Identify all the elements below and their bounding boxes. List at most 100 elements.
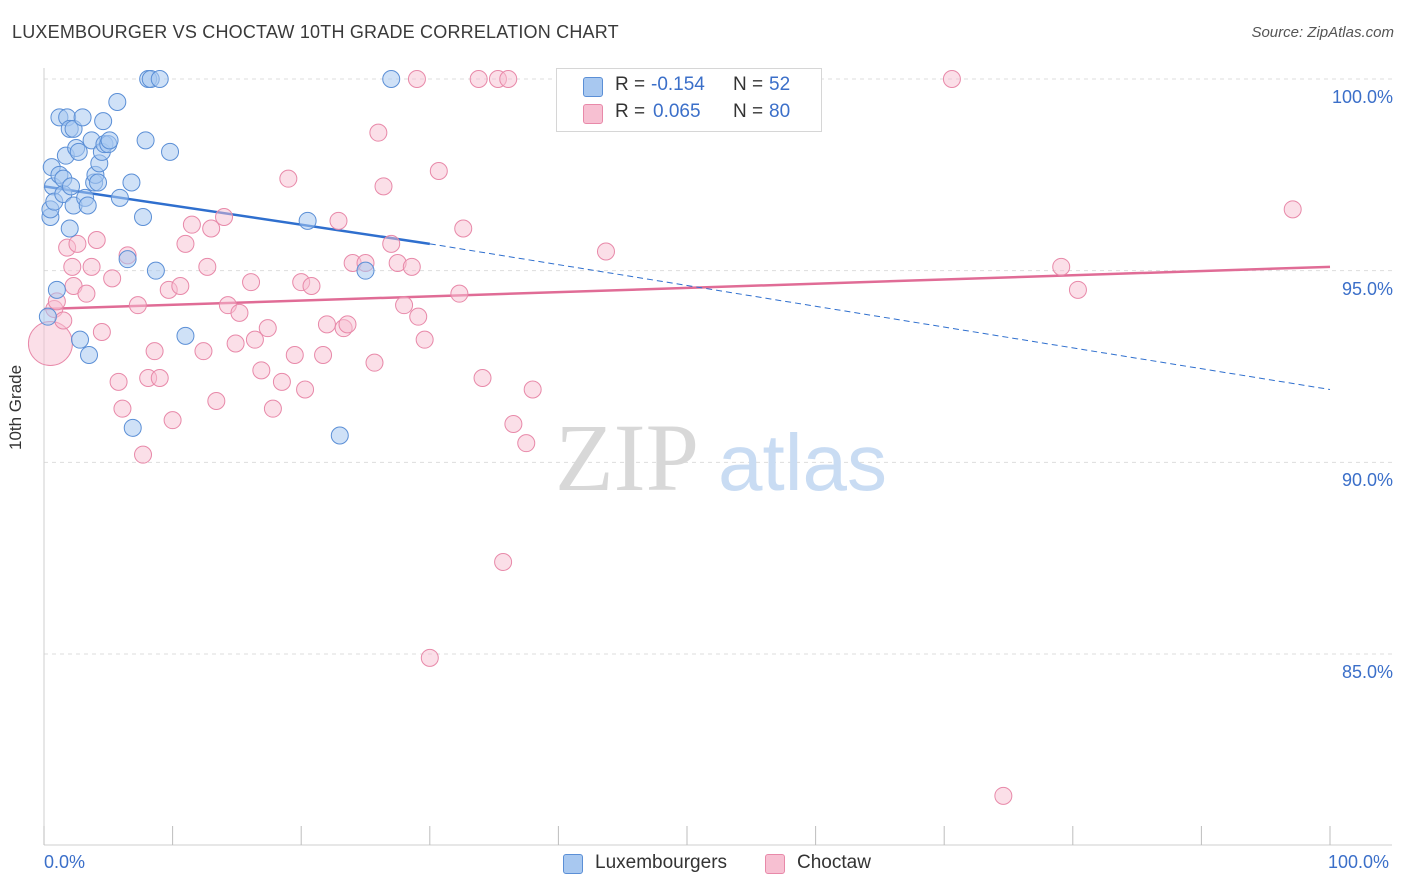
luxembourger-point: [298, 211, 317, 230]
choctaw-point: [215, 208, 234, 226]
legend-swatch-blue: [563, 854, 583, 874]
choctaw-point: [504, 415, 523, 433]
gridlines: [44, 78, 1392, 655]
choctaw-point: [258, 319, 277, 338]
legend-label: Luxembourgers: [595, 852, 728, 873]
choctaw-point: [272, 372, 291, 391]
swatch-blue: [583, 77, 603, 97]
choctaw-point: [285, 346, 304, 364]
choctaw-point: [68, 234, 87, 253]
luxembourger-point: [60, 219, 79, 238]
choctaw-point: [198, 257, 217, 276]
choctaw-point: [226, 334, 245, 353]
choctaw-point: [245, 330, 264, 349]
y-tick-label: 100.0%: [1331, 87, 1393, 107]
choctaw-point: [317, 315, 336, 334]
choctaw-point: [182, 215, 201, 234]
choctaw-point: [402, 257, 421, 276]
legend-label: Choctaw: [797, 852, 871, 873]
watermark-atlas: atlas: [718, 418, 887, 507]
y-tick-label: 85.0%: [1341, 662, 1393, 682]
choctaw-point: [942, 70, 961, 88]
choctaw-point: [302, 277, 321, 295]
choctaw-point: [113, 399, 132, 418]
luxembourger-point: [94, 112, 113, 131]
choctaw-point: [263, 399, 282, 418]
choctaw-point: [128, 296, 147, 315]
legend-swatch-pink: [765, 854, 785, 874]
choctaw-point: [252, 361, 271, 380]
choctaw-point: [1068, 280, 1087, 299]
luxembourger-point: [118, 250, 137, 269]
chart-title: LUXEMBOURGER VS CHOCTAW 10TH GRADE CORRE…: [12, 22, 619, 42]
luxembourger-point: [136, 131, 155, 150]
choctaw-point: [395, 296, 414, 315]
choctaw-point: [92, 323, 111, 341]
axes: [43, 68, 1392, 846]
choctaw-point: [429, 162, 448, 180]
choctaw-point: [171, 277, 190, 295]
luxembourger-point: [69, 142, 88, 161]
luxembourger-point: [108, 93, 127, 111]
choctaw-point: [523, 380, 542, 399]
choctaw-point: [596, 242, 615, 261]
r-label: R =: [615, 74, 646, 95]
choctaw-point: [109, 372, 128, 391]
choctaw-point: [338, 315, 357, 334]
watermark-zip: ZIP: [555, 404, 699, 511]
luxembourger-point: [100, 131, 119, 150]
choctaw-point: [103, 269, 122, 288]
choctaw-point: [365, 353, 384, 372]
choctaw-point: [374, 177, 393, 196]
n-value: 80: [769, 101, 791, 122]
luxembourger-point: [150, 70, 169, 88]
choctaw-point: [1283, 200, 1302, 219]
luxembourger-point: [382, 70, 401, 88]
trend-lines: [43, 185, 1331, 390]
n-value: 52: [769, 74, 791, 95]
luxembourger-point: [78, 196, 97, 215]
choctaw-point: [145, 342, 164, 361]
choctaw-point: [207, 392, 226, 410]
luxembourger-trend-extension: [429, 243, 1331, 390]
luxembourger-point: [62, 177, 81, 196]
luxembourger-points: [38, 70, 401, 445]
choctaw-point: [163, 411, 182, 430]
luxembourger-point: [110, 188, 129, 207]
stats-box: R = -0.154 N = 52 R = 0.065 N = 80: [556, 68, 822, 132]
y-axis-title: 10th Grade: [6, 364, 25, 450]
choctaw-point: [517, 434, 536, 453]
luxembourger-trend-line: [43, 185, 430, 246]
choctaw-point: [994, 786, 1013, 805]
choctaw-point: [296, 380, 315, 399]
choctaw-point: [454, 219, 473, 238]
choctaw-point: [409, 307, 428, 326]
x-tick-label-min: 0.0%: [44, 852, 86, 872]
choctaw-points: [27, 70, 1302, 805]
choctaw-point: [314, 346, 333, 364]
source-label: Source: ZipAtlas.com: [1251, 24, 1394, 41]
choctaw-point: [230, 303, 249, 322]
luxembourger-point: [73, 108, 92, 127]
choctaw-point: [54, 311, 73, 330]
luxembourger-point: [89, 173, 108, 192]
luxembourger-point: [47, 280, 66, 299]
choctaw-point: [407, 70, 426, 88]
choctaw-point: [469, 70, 488, 88]
choctaw-point: [176, 234, 195, 253]
x-tick-label-max: 100.0%: [1328, 852, 1390, 872]
choctaw-point: [134, 445, 153, 464]
luxembourger-point: [38, 307, 57, 326]
choctaw-point: [279, 169, 298, 188]
luxembourger-point: [330, 426, 349, 445]
choctaw-point: [63, 257, 82, 276]
luxembourger-point: [134, 208, 153, 226]
choctaw-point: [77, 284, 96, 303]
luxembourger-point: [176, 326, 195, 345]
n-label: N =: [733, 101, 764, 122]
swatch-pink: [583, 104, 603, 124]
luxembourger-point: [71, 330, 90, 349]
luxembourger-point: [122, 173, 141, 192]
choctaw-point: [202, 219, 221, 238]
